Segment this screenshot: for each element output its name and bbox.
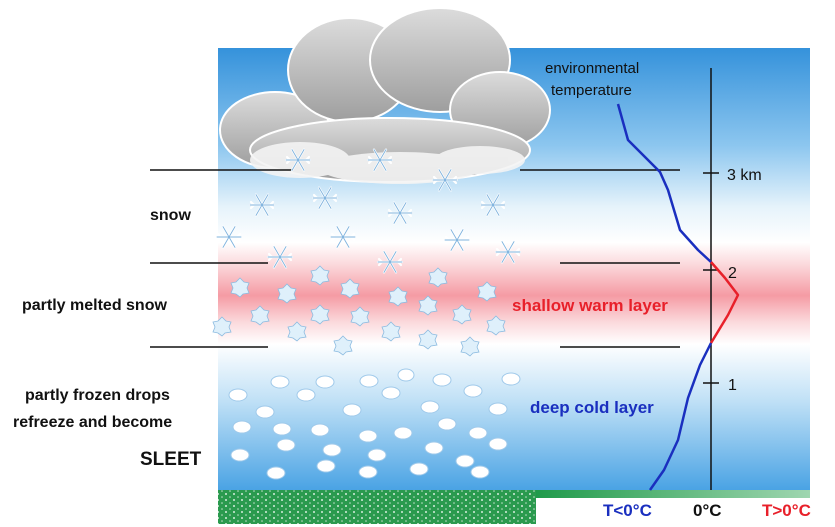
label-deep-cold-layer: deep cold layer (530, 398, 654, 417)
label-temperature: temperature (551, 82, 632, 99)
label-environmental: environmental (545, 60, 639, 77)
label-shallow-warm-layer: shallow warm layer (512, 296, 668, 315)
ground-dotted (218, 490, 536, 524)
tick-label-3km: 3 km (727, 167, 762, 184)
label-sleet-line2: refreeze and become (13, 414, 172, 431)
label-zero: 0°C (693, 501, 722, 520)
tick-label-2: 2 (728, 265, 737, 282)
label-snow: snow (150, 207, 191, 224)
label-sleet-line1: partly frozen drops (25, 387, 170, 404)
label-sleet-line3: SLEET (140, 449, 202, 470)
label-partly-melted-snow: partly melted snow (22, 297, 167, 314)
label-below-zero: T<0°C (603, 501, 652, 520)
tick-label-1: 1 (728, 377, 737, 394)
label-above-zero: T>0°C (762, 501, 811, 520)
ground-strip (536, 490, 810, 498)
